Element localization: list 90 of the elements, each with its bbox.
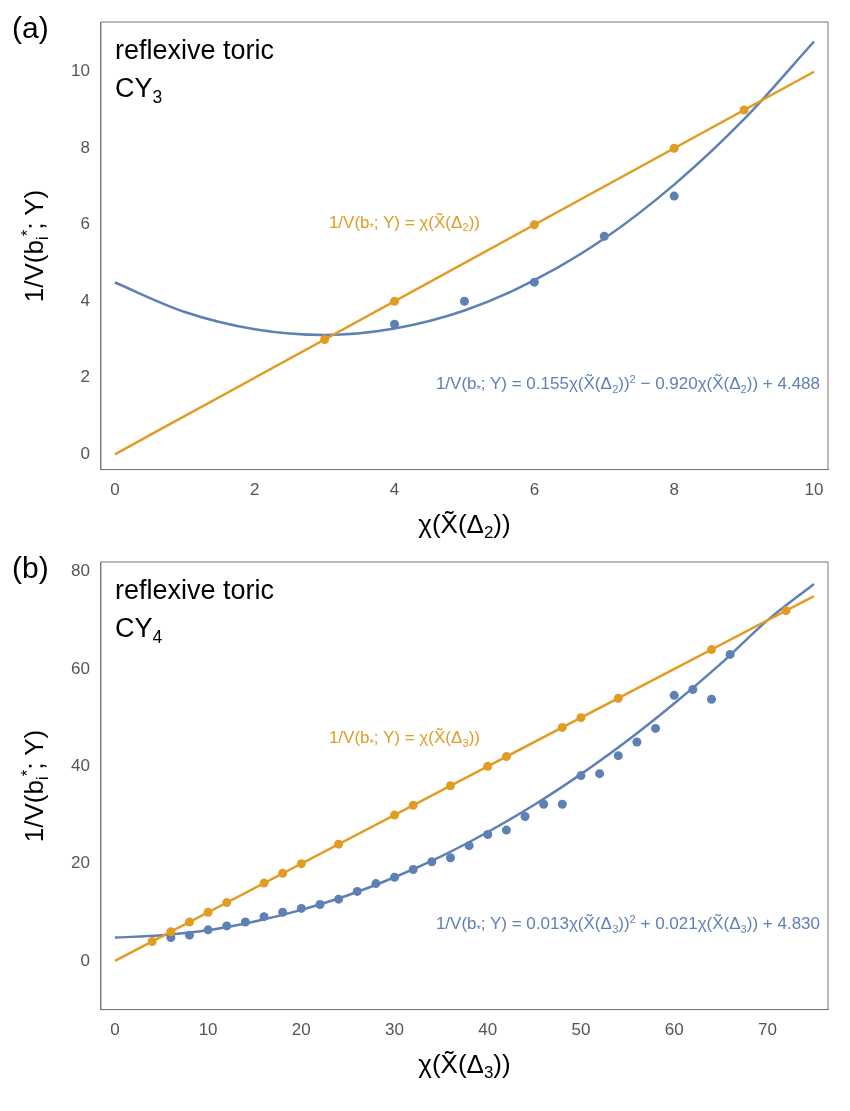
point [632, 737, 642, 747]
point [320, 335, 330, 345]
x-tick-label: 30 [385, 1020, 404, 1040]
point [371, 879, 381, 889]
x-tick-label: 50 [571, 1020, 591, 1040]
point [278, 907, 288, 917]
point [599, 231, 609, 241]
y-tick-label: 2 [80, 367, 90, 387]
point [147, 936, 157, 946]
point [259, 912, 269, 922]
point [669, 143, 679, 153]
y-axis-title: 1/V(bi*; Y) [17, 729, 53, 843]
y-tick-label: 4 [80, 290, 90, 310]
point [520, 811, 530, 821]
point [296, 859, 306, 869]
y-axis-title: 1/V(bi*; Y) [17, 189, 53, 303]
point [184, 917, 194, 927]
point [259, 878, 269, 888]
x-tick-label: 10 [198, 1020, 218, 1040]
point [445, 853, 455, 863]
point [334, 894, 344, 904]
point [390, 810, 400, 820]
point [529, 277, 539, 287]
point [296, 903, 306, 913]
y-tick-label: 20 [70, 853, 90, 873]
point [669, 690, 679, 700]
point [706, 694, 716, 704]
point [203, 925, 213, 935]
x-tick-label: 4 [389, 480, 400, 500]
point [464, 841, 474, 851]
point [613, 693, 623, 703]
point [390, 296, 400, 306]
point [529, 220, 539, 230]
x-tick-label: 6 [529, 480, 540, 500]
point [725, 649, 735, 659]
point [501, 752, 511, 762]
point [427, 857, 437, 867]
point [669, 191, 679, 201]
point [390, 872, 400, 882]
point [166, 927, 176, 937]
y-tick-label: 60 [70, 658, 90, 678]
annotation: reflexive toric [114, 575, 274, 606]
point [459, 296, 469, 306]
x-tick-label: 10 [804, 480, 824, 500]
point [203, 907, 213, 917]
chart-title: (b) [12, 551, 49, 585]
y-tick-label: 6 [80, 214, 90, 234]
point [390, 319, 400, 329]
x-tick-label: 2 [249, 480, 260, 500]
x-tick-label: 8 [669, 480, 679, 500]
point [240, 917, 250, 927]
point [595, 769, 605, 779]
point [315, 900, 325, 910]
point [781, 606, 791, 616]
point [483, 829, 493, 839]
point [688, 684, 698, 694]
point [557, 722, 567, 732]
point [706, 645, 716, 655]
point [739, 105, 749, 115]
x-tick-label: 0 [110, 1020, 120, 1040]
y-tick-label: 8 [80, 137, 90, 157]
y-tick-label: 0 [80, 950, 90, 970]
point [613, 751, 623, 761]
point [352, 886, 362, 896]
point [651, 723, 661, 733]
y-tick-label: 80 [70, 561, 90, 581]
point [576, 771, 586, 781]
point [539, 799, 549, 809]
annotation: reflexive toric [114, 35, 274, 66]
point [483, 761, 493, 771]
x-tick-label: 60 [664, 1020, 684, 1040]
point [408, 864, 418, 874]
x-tick-label: 0 [110, 480, 120, 500]
x-tick-label: 20 [291, 1020, 311, 1040]
y-tick-label: 0 [80, 443, 90, 463]
point [501, 825, 511, 835]
x-tick-label: 70 [757, 1020, 777, 1040]
point [445, 781, 455, 791]
point [334, 839, 344, 849]
point [278, 868, 288, 878]
point [576, 713, 586, 723]
point [184, 930, 194, 940]
point [222, 921, 232, 931]
point [408, 800, 418, 810]
x-tick-label: 40 [478, 1020, 498, 1040]
chart-title: (a) [12, 11, 49, 45]
point [557, 799, 567, 809]
y-tick-label: 40 [70, 756, 90, 776]
y-tick-label: 10 [70, 61, 90, 81]
point [222, 898, 232, 908]
